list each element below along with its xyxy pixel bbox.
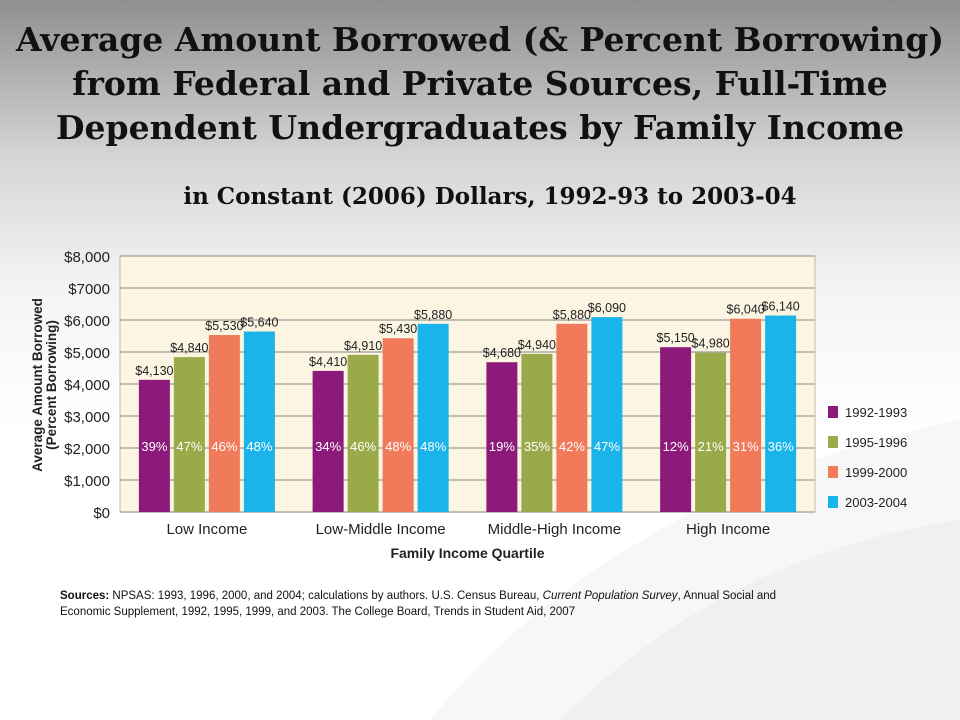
- bar-percent-label: 46%: [211, 439, 237, 454]
- bar-value-label: $6,090: [588, 301, 626, 315]
- bar-value-label: $5,880: [553, 308, 591, 322]
- slide-title: Average Amount Borrowed (& Percent Borro…: [0, 18, 960, 150]
- sources-text-2: , Annual Social and Economic Supplement,…: [60, 590, 777, 618]
- bar-value-label: $5,150: [657, 331, 695, 345]
- y-tick-label: $7000: [68, 281, 110, 298]
- bar-value-label: $6,140: [762, 300, 800, 314]
- sources-italic: Current Population Survey: [542, 590, 678, 602]
- x-category-label: Low Income: [166, 521, 247, 538]
- bar: [591, 317, 623, 512]
- legend-swatch: [828, 406, 838, 418]
- x-category-label: High Income: [686, 521, 770, 538]
- bar-value-label: $4,410: [309, 355, 347, 369]
- y-axis-title-line1: Average Amount Borrowed: [30, 298, 45, 472]
- bar-value-label: $4,840: [170, 341, 208, 355]
- bar-percent-label: 19%: [489, 439, 515, 454]
- bar-value-label: $4,910: [344, 339, 382, 353]
- y-tick-label: $8,000: [64, 249, 110, 266]
- y-tick-label: $1,000: [64, 473, 110, 490]
- bar-percent-label: 35%: [524, 439, 550, 454]
- bar: [208, 335, 240, 512]
- x-axis-title: Family Income Quartile: [390, 545, 544, 561]
- bar-chart: $0 $1,000 $2,000 $3,000 $4,000 $5,000 $6,000 $7…: [30, 249, 907, 561]
- x-category-label: Middle-High Income: [488, 521, 621, 538]
- bar-percent-label: 48%: [246, 439, 272, 454]
- bar-value-label: $5,880: [414, 308, 452, 322]
- bar-percent-label: 34%: [315, 439, 341, 454]
- bar-percent-label: 36%: [768, 439, 794, 454]
- bar: [312, 370, 344, 512]
- x-category-label: Low-Middle Income: [316, 521, 446, 538]
- bar-value-label: $6,040: [727, 303, 765, 317]
- bar: [765, 315, 797, 512]
- bar: [243, 331, 275, 512]
- title-line-3: Dependent Undergraduates by Family Incom…: [55, 108, 905, 147]
- bar-value-label: $4,940: [518, 338, 556, 352]
- bar-percent-label: 21%: [698, 439, 724, 454]
- bar-percent-label: 47%: [594, 439, 620, 454]
- bar-percent-label: 47%: [176, 439, 202, 454]
- bar-percent-label: 48%: [420, 439, 446, 454]
- y-tick-label: $6,000: [64, 313, 110, 330]
- bar: [417, 323, 449, 512]
- y-tick-label: $2,000: [64, 441, 110, 458]
- legend-label: 1995-1996: [845, 435, 907, 450]
- y-tick-label: $0: [93, 505, 110, 522]
- bar-percent-label: 12%: [663, 439, 689, 454]
- bar: [173, 357, 205, 512]
- bar-value-label: $4,680: [483, 346, 521, 360]
- slide-subtitle: in Constant (2006) Dollars, 1992-93 to 2…: [183, 183, 797, 210]
- title-line-1: Average Amount Borrowed (& Percent Borro…: [16, 20, 944, 59]
- bar: [486, 362, 518, 512]
- sources-label: Sources:: [60, 590, 110, 602]
- bar: [730, 318, 762, 512]
- legend-label: 2003-2004: [845, 495, 907, 510]
- bar-value-label: $4,130: [135, 364, 173, 378]
- bar-value-label: $5,530: [205, 319, 243, 333]
- title-line-2: from Federal and Private Sources, Full-T…: [72, 64, 888, 103]
- legend-swatch: [828, 436, 838, 448]
- bar: [138, 379, 170, 512]
- y-axis-title-line2: (Percent Borrowing): [44, 320, 59, 450]
- bar-percent-label: 39%: [141, 439, 167, 454]
- bar-percent-label: 48%: [385, 439, 411, 454]
- y-tick-label: $4,000: [64, 377, 110, 394]
- sources-text-1: NPSAS: 1993, 1996, 2000, and 2004; calcu…: [109, 590, 543, 602]
- legend-label: 1999-2000: [845, 465, 907, 480]
- legend-swatch: [828, 466, 838, 478]
- bar: [347, 354, 379, 512]
- legend-swatch: [828, 496, 838, 508]
- bar-value-label: $4,980: [692, 337, 730, 351]
- bar-percent-label: 42%: [559, 439, 585, 454]
- bar-value-label: $5,430: [379, 322, 417, 336]
- y-tick-label: $5,000: [64, 345, 110, 362]
- bar: [382, 338, 414, 512]
- bar: [556, 323, 588, 512]
- y-tick-label: $3,000: [64, 409, 110, 426]
- bar: [521, 353, 553, 512]
- sources-note: Sources: NPSAS: 1993, 1996, 2000, and 20…: [60, 588, 780, 620]
- bar: [660, 347, 692, 512]
- bar-percent-label: 31%: [733, 439, 759, 454]
- bar: [695, 352, 727, 512]
- bar-percent-label: 46%: [350, 439, 376, 454]
- legend-label: 1992-1993: [845, 405, 907, 420]
- bar-value-label: $5,640: [240, 316, 278, 330]
